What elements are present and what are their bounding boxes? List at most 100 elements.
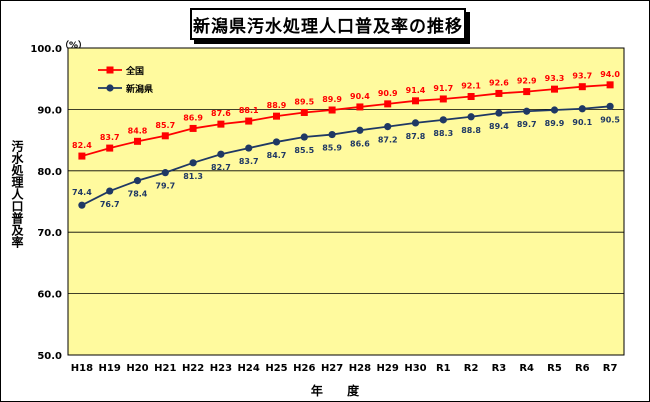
data-label: 85.7 [155,121,175,130]
x-tick-label: H25 [265,363,287,374]
data-label: 87.2 [378,136,398,145]
data-point-marker [523,88,531,96]
data-label: 90.1 [572,118,592,127]
x-tick-label: R6 [575,363,590,374]
data-label: 91.7 [433,84,453,93]
data-point-marker [495,109,503,117]
data-label: 89.9 [545,119,565,128]
data-label: 87.6 [211,109,231,118]
x-tick-label: R3 [492,363,507,374]
data-point-marker [328,130,336,139]
data-label: 83.7 [100,133,120,142]
x-tick-label: H22 [182,363,204,374]
data-point-marker [578,83,586,91]
data-point-marker [606,81,614,89]
data-label: 88.1 [239,106,259,115]
data-point-marker [106,187,114,195]
x-tick-label: H30 [404,363,426,374]
x-tick-label: H18 [71,363,93,374]
data-point-marker [495,89,503,97]
data-point-marker [439,95,447,103]
series-line-0 [81,83,611,157]
data-point-marker [133,177,142,185]
y-tick-label: 100.0 [30,44,62,55]
data-label: 78.4 [128,190,148,199]
y-tick-label: 60.0 [37,290,62,301]
data-label: 85.5 [294,146,314,155]
data-point-marker [578,105,586,113]
data-label: 86.9 [183,113,203,122]
y-tick-label: 50.0 [37,351,62,362]
data-label: 82.7 [211,163,231,172]
x-tick-label: H19 [99,363,121,374]
chart-title-box: 新潟県汚水処理人口普及率の推移 [190,8,466,40]
chart-title: 新潟県汚水処理人口普及率の推移 [193,16,463,37]
x-tick-label: R4 [519,363,534,374]
data-point-marker [273,112,280,120]
data-label: 91.4 [406,86,426,95]
data-label: 84.7 [267,151,287,160]
data-label: 92.1 [461,82,481,91]
x-tick-label: R2 [464,363,479,374]
data-label: 81.3 [183,172,203,181]
data-label: 92.6 [489,78,509,87]
data-point-marker [217,150,225,158]
data-point-marker [78,201,86,209]
legend-marker [106,66,114,74]
data-point-marker [467,93,475,101]
data-label: 86.6 [350,139,370,148]
data-point-marker [106,144,114,152]
y-tick-label: 90.0 [37,105,62,116]
y-tick-label: 70.0 [37,228,62,239]
data-point-marker [412,97,419,105]
data-label: 89.7 [517,120,537,129]
data-label: 90.4 [350,92,370,101]
data-point-marker [245,117,253,125]
data-label: 88.9 [267,101,287,110]
data-point-marker [272,138,281,146]
data-label: 90.9 [378,89,398,98]
data-label: 89.5 [294,97,314,106]
data-point-marker [328,106,336,114]
data-label: 82.4 [72,141,92,150]
legend-label: 全国 [125,65,144,77]
x-axis-label: 年 度 [310,384,370,398]
data-label: 89.4 [489,122,509,131]
data-label: 85.9 [322,144,342,153]
data-point-marker [300,108,308,116]
data-label: 87.8 [406,132,426,141]
data-point-marker [161,132,169,140]
x-tick-label: H23 [210,363,232,374]
data-point-marker [606,102,614,110]
data-point-marker [189,159,197,167]
data-point-marker [384,100,392,108]
series-line-1 [81,105,611,206]
x-tick-label: H27 [321,363,343,374]
data-label: 88.3 [433,129,453,138]
data-point-marker [523,107,531,115]
x-tick-label: H24 [238,363,260,374]
data-label: 88.8 [461,126,481,135]
x-tick-label: H21 [154,363,176,374]
data-point-marker [189,124,197,132]
data-point-marker [300,133,308,141]
data-point-marker [411,119,420,127]
data-point-marker [356,103,364,111]
data-point-marker [78,152,86,160]
x-tick-label: H28 [349,363,371,374]
data-label: 79.7 [155,182,175,191]
y-axis-label: 汚水処理人口普及率 [10,140,24,248]
x-tick-label: R1 [436,363,451,374]
x-tick-label: R7 [603,363,618,374]
x-tick-label: R5 [547,363,562,374]
data-label: 89.9 [322,95,342,104]
data-label: 83.7 [239,157,259,166]
legend-marker [106,84,114,92]
x-tick-label: H20 [126,363,148,374]
data-point-marker [551,85,558,93]
data-label: 93.7 [572,72,592,81]
data-point-marker [467,113,475,121]
x-tick-label: H29 [377,363,399,374]
data-point-marker [161,169,169,177]
